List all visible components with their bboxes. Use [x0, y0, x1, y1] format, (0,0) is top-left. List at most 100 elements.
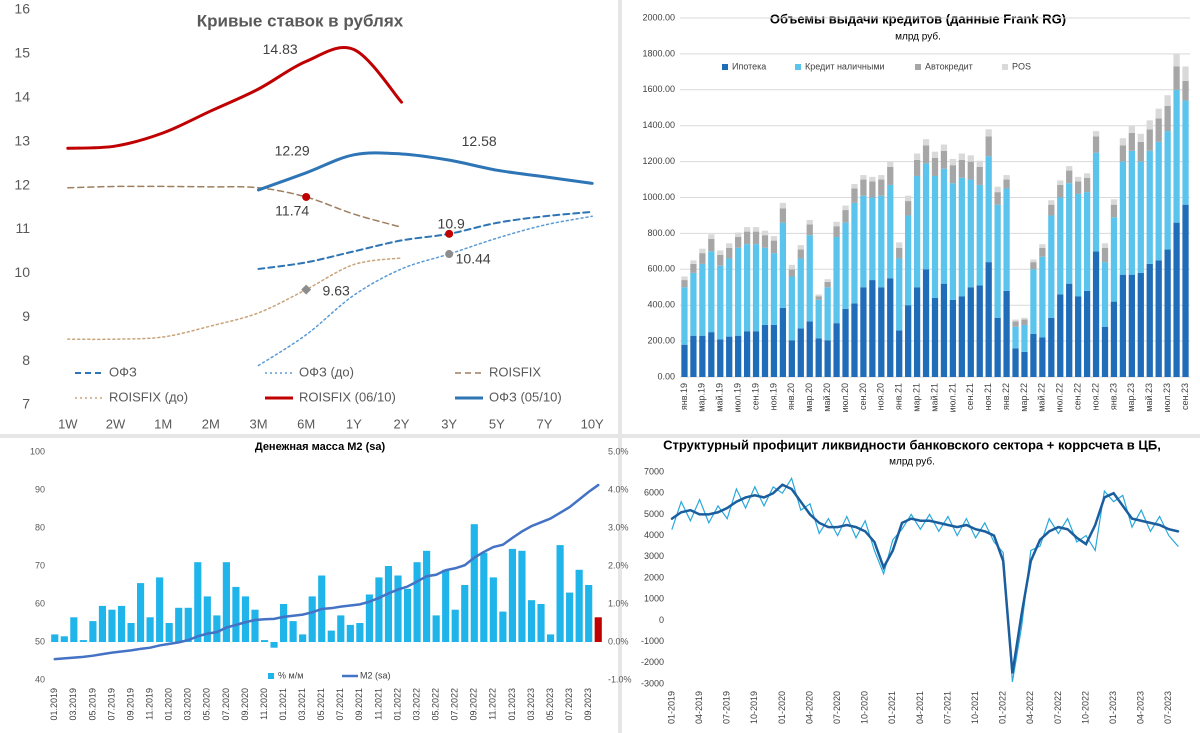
data-label: 12.29 — [275, 143, 310, 159]
bar — [851, 202, 858, 304]
bar — [1101, 262, 1109, 327]
bar — [708, 332, 715, 377]
chart-subtitle: млрд руб. — [895, 31, 941, 43]
x-tick-label: 05.2021 — [316, 688, 326, 721]
bar — [690, 272, 697, 336]
bar — [958, 177, 965, 297]
x-tick-label: июл.19 — [733, 383, 743, 412]
x-tick-label: ноя.20 — [876, 383, 886, 410]
bar — [1048, 215, 1055, 318]
y-tick-label: 1000 — [644, 594, 664, 604]
x-tick-label: сен.19 — [750, 383, 760, 410]
bar — [896, 258, 903, 331]
y-tick-label: 80 — [35, 522, 45, 532]
bar — [1039, 337, 1046, 377]
bar — [967, 155, 974, 162]
x-tick-label: 3M — [249, 416, 267, 431]
bar — [851, 303, 858, 377]
bar — [1057, 294, 1064, 377]
bar — [1146, 120, 1153, 130]
legend-label: ROISFIX (06/10) — [299, 389, 396, 404]
line — [67, 185, 403, 228]
x-tick-label: мар.20 — [804, 383, 814, 412]
bar — [788, 340, 795, 377]
bar — [842, 205, 849, 211]
y-tick-label: 12 — [14, 176, 30, 192]
x-tick-label: сен.20 — [858, 383, 868, 410]
bar — [878, 287, 885, 377]
bar — [860, 287, 867, 377]
bar — [289, 621, 297, 642]
bar — [735, 247, 742, 336]
bar — [1155, 260, 1162, 377]
bar — [1075, 193, 1082, 297]
bar — [797, 328, 804, 377]
bar — [1155, 141, 1162, 261]
x-tick-label: 01.2022 — [392, 688, 402, 721]
bar — [949, 299, 957, 377]
y-tick-label: 0 — [659, 615, 664, 625]
bar — [699, 248, 706, 254]
bar — [931, 298, 939, 377]
y-tick-label: 70 — [35, 560, 45, 570]
y-tick-label: 15 — [14, 45, 30, 61]
bar — [681, 287, 688, 345]
bar — [806, 235, 813, 322]
bar — [824, 287, 831, 341]
chart-subtitle: млрд руб. — [889, 456, 935, 468]
bar — [1146, 150, 1153, 264]
x-tick-label: 1M — [154, 416, 172, 431]
y-tick-label: 11 — [15, 220, 30, 236]
y-tick-label: 3.0% — [608, 522, 629, 532]
bar — [896, 330, 903, 377]
marker — [301, 284, 312, 295]
x-tick-label: 04-2020 — [804, 691, 814, 724]
x-tick-label: 2Y — [394, 416, 410, 431]
x-tick-label: 2W — [106, 416, 126, 431]
legend-label: ОФЗ (05/10) — [489, 389, 562, 404]
data-label: 11.74 — [275, 203, 309, 219]
bar — [726, 247, 733, 259]
bar — [1101, 326, 1109, 377]
bar — [594, 617, 602, 642]
line — [257, 215, 593, 367]
bar — [251, 609, 259, 642]
x-tick-label: 01.2023 — [507, 688, 517, 721]
bar — [913, 175, 921, 288]
bar — [1119, 161, 1127, 275]
bar — [735, 236, 742, 248]
x-tick-label: ноя.22 — [1090, 383, 1100, 410]
y-tick-label: 1200.00 — [642, 156, 675, 166]
bar — [518, 550, 526, 642]
data-label: 9.63 — [323, 282, 350, 298]
y-tick-label: 2.0% — [608, 560, 629, 570]
legend-swatch — [268, 673, 274, 679]
chart-title: Кривые ставок в рублях — [197, 11, 404, 30]
bar — [1030, 333, 1037, 377]
bar — [222, 562, 230, 642]
bar — [194, 562, 202, 642]
bar — [869, 176, 876, 182]
x-tick-label: 10Y — [581, 416, 604, 431]
bar — [1057, 180, 1064, 185]
bar — [824, 281, 831, 288]
bar — [860, 175, 867, 180]
bar — [1012, 321, 1019, 327]
x-tick-label: 03.2022 — [411, 688, 421, 721]
x-tick-label: 04-2019 — [694, 691, 704, 724]
x-tick-label: 07-2023 — [1163, 691, 1173, 724]
bar — [681, 344, 688, 377]
bar — [905, 305, 912, 377]
bar — [1182, 100, 1189, 205]
legend-label: ОФЗ — [109, 364, 137, 379]
bar — [1164, 131, 1171, 250]
bar — [1173, 53, 1180, 67]
bar — [708, 234, 715, 239]
bar — [985, 129, 992, 137]
x-tick-label: 6M — [297, 416, 315, 431]
bar — [806, 219, 813, 225]
x-tick-label: 04-2022 — [1025, 691, 1035, 724]
bar — [184, 607, 192, 642]
x-tick-label: май.20 — [822, 383, 832, 412]
